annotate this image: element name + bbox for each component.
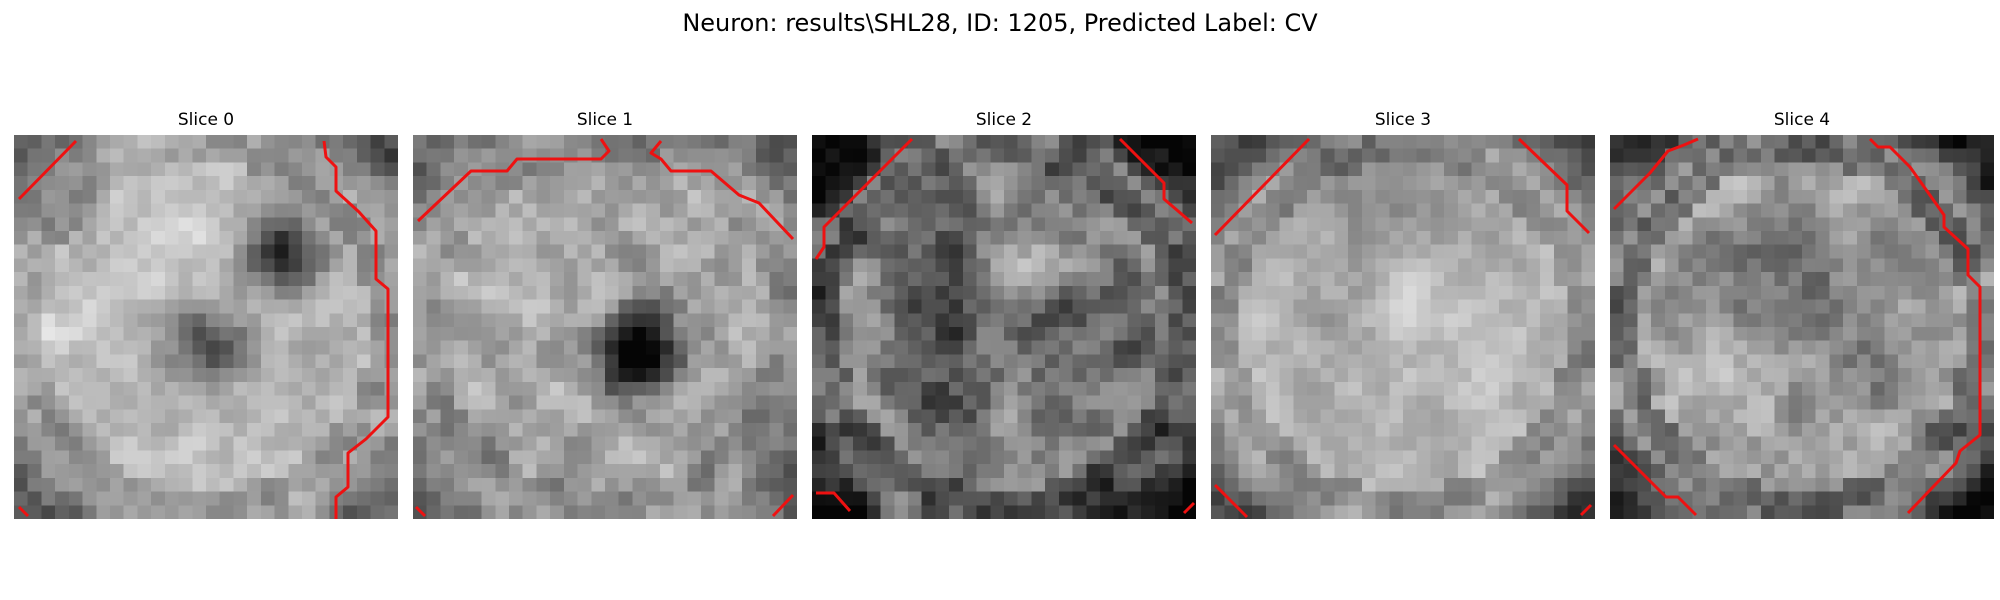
- contour-line: [19, 141, 76, 199]
- slice-title: Slice 0: [14, 108, 398, 132]
- contour-line: [416, 507, 425, 516]
- contour-line: [1614, 445, 1696, 515]
- contour-line: [651, 141, 793, 239]
- contour-line: [1614, 139, 1698, 209]
- roi-contour-overlay: [812, 135, 1196, 519]
- contour-line: [1870, 139, 1980, 513]
- slice-panel-4: Slice 4: [1610, 108, 1994, 519]
- slice-panel-0: Slice 0: [14, 108, 398, 519]
- slice-image: [14, 135, 398, 519]
- contour-line: [816, 493, 850, 511]
- figure-title: Neuron: results\SHL28, ID: 1205, Predict…: [0, 6, 2000, 40]
- slice-title: Slice 1: [413, 108, 797, 132]
- roi-contour-overlay: [413, 135, 797, 519]
- roi-contour-overlay: [1211, 135, 1595, 519]
- contour-line: [1120, 139, 1192, 223]
- roi-contour-overlay: [1610, 135, 1994, 519]
- slice-title: Slice 3: [1211, 108, 1595, 132]
- contour-line: [773, 495, 793, 516]
- slice-title: Slice 4: [1610, 108, 1994, 132]
- slice-panel-3: Slice 3: [1211, 108, 1595, 519]
- contour-line: [1215, 139, 1309, 235]
- contour-line: [19, 507, 28, 516]
- slice-image: [1211, 135, 1595, 519]
- contour-line: [816, 139, 912, 259]
- contour-line: [1184, 503, 1194, 513]
- slice-image: [1610, 135, 1994, 519]
- slice-panel-1: Slice 1: [413, 108, 797, 519]
- contour-line: [1519, 139, 1589, 233]
- contour-line: [418, 139, 609, 221]
- roi-contour-overlay: [14, 135, 398, 519]
- contour-line: [324, 141, 388, 519]
- slice-image: [812, 135, 1196, 519]
- contour-line: [1215, 485, 1247, 517]
- slice-panel-2: Slice 2: [812, 108, 1196, 519]
- slice-image: [413, 135, 797, 519]
- contour-line: [1581, 505, 1591, 515]
- slice-title: Slice 2: [812, 108, 1196, 132]
